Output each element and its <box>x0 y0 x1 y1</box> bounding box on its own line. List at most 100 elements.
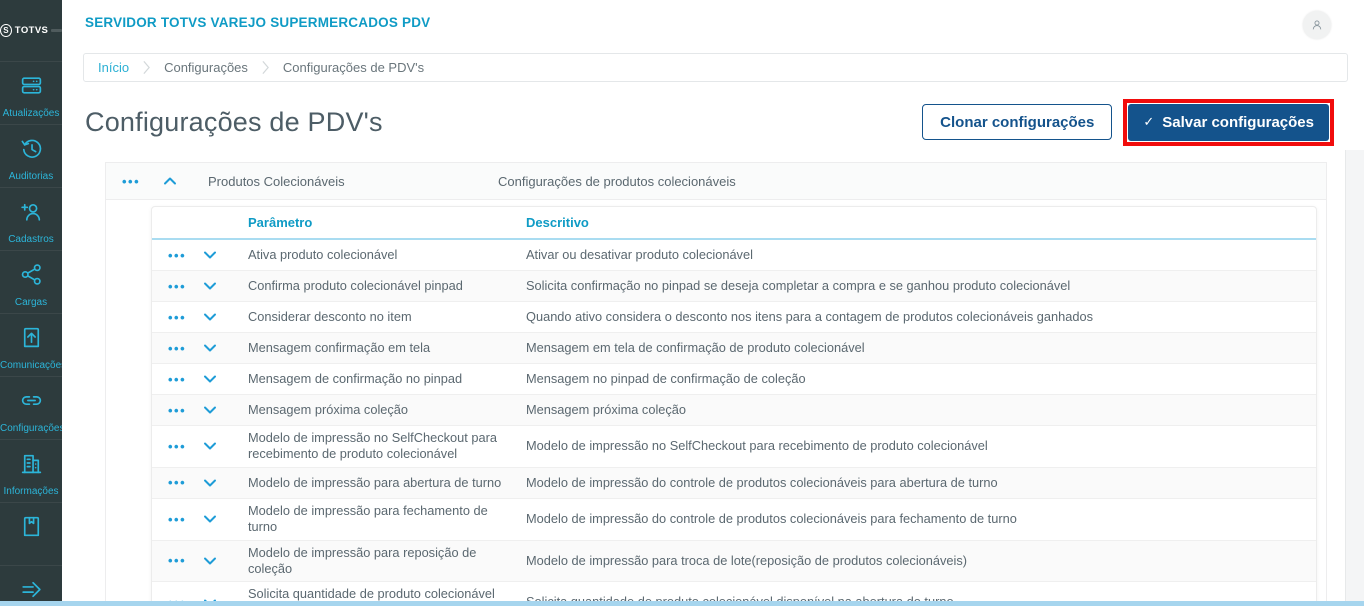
kebab-menu-icon[interactable]: ••• <box>168 553 187 569</box>
chevron-down-icon[interactable] <box>202 371 248 387</box>
chevron-down-icon[interactable] <box>202 309 248 325</box>
save-button-label: Salvar configurações <box>1162 113 1314 131</box>
top-header: SERVIDOR TOTVS VAREJO SUPERMERCADOS PDV <box>62 0 1364 45</box>
breadcrumb-item-current: Configurações de PDV's <box>282 60 425 75</box>
share-icon <box>19 262 44 292</box>
table-body: ••• Ativa produto colecionável Ativar ou… <box>152 240 1316 606</box>
parameter-name: Mensagem confirmação em tela <box>248 339 431 355</box>
person-add-icon <box>19 199 44 229</box>
configuration-group-card: ••• Produtos Colecionáveis Configurações… <box>105 162 1327 606</box>
kebab-menu-icon[interactable]: ••• <box>168 475 187 491</box>
parameter-description: Modelo de impressão do controle de produ… <box>526 474 998 490</box>
kebab-menu-icon[interactable]: ••• <box>168 438 187 454</box>
parameter-description: Solicita quantidade de produto colecioná… <box>526 594 1316 606</box>
sidebar-item-cadastros[interactable]: Cadastros <box>0 188 62 251</box>
person-icon <box>1312 20 1322 30</box>
user-avatar[interactable] <box>1303 11 1331 39</box>
kebab-menu-icon[interactable]: ••• <box>168 371 187 387</box>
annotation-highlight-box: ✓ Salvar configurações <box>1123 98 1334 146</box>
kebab-menu-icon[interactable]: ••• <box>168 247 187 263</box>
kebab-menu-icon[interactable]: ••• <box>122 173 141 189</box>
section-title: Produtos Colecionáveis <box>208 173 345 189</box>
vertical-scrollbar[interactable] <box>1345 150 1364 606</box>
table-row: ••• Considerar desconto no item Quando a… <box>152 302 1316 333</box>
save-configurations-button[interactable]: ✓ Salvar configurações <box>1128 103 1329 141</box>
clone-configurations-button[interactable]: Clonar configurações <box>922 104 1113 140</box>
bookmark-icon <box>19 514 44 544</box>
chevron-down-icon[interactable] <box>202 402 248 418</box>
column-header-descritivo: Descritivo <box>526 215 589 230</box>
sidebar-item-configuracoes[interactable]: Configurações <box>0 377 62 440</box>
chevron-down-icon[interactable] <box>202 511 248 527</box>
parameter-description: Ativar ou desativar produto colecionável <box>526 246 753 262</box>
chevron-down-icon[interactable] <box>202 475 248 491</box>
kebab-menu-icon[interactable]: ••• <box>168 402 187 418</box>
breadcrumb-item-inicio[interactable]: Início <box>98 60 130 75</box>
parameter-name: Modelo de impressão para reposição de co… <box>248 544 477 576</box>
logo-suffix-badge <box>51 29 62 32</box>
server-icon <box>19 73 44 103</box>
sidebar-item-exit[interactable] <box>0 566 62 606</box>
table-row: ••• Ativa produto colecionável Ativar ou… <box>152 240 1316 271</box>
building-icon <box>19 451 44 481</box>
parameter-name: Modelo de impressão para fechamento de t… <box>248 502 488 535</box>
parameter-name: Confirma produto colecionável pinpad <box>248 277 463 293</box>
arrow-right-icon <box>19 577 44 606</box>
table-row: ••• Modelo de impressão para abertura de… <box>152 467 1316 499</box>
breadcrumb: Início Configurações Configurações de PD… <box>83 53 1348 82</box>
parameter-name: Modelo de impressão para abertura de tur… <box>248 474 502 490</box>
parameter-description: Mensagem em tela de confirmação de produ… <box>526 339 865 355</box>
chevron-down-icon[interactable] <box>202 438 248 454</box>
kebab-menu-icon[interactable]: ••• <box>168 340 187 356</box>
chevron-right-icon <box>262 60 269 75</box>
kebab-menu-icon[interactable]: ••• <box>168 309 187 325</box>
parameter-description: Modelo de impressão para troca de lote(r… <box>526 552 968 568</box>
horizontal-scrollbar[interactable] <box>0 601 1364 606</box>
table-header-row: Parâmetro Descritivo <box>152 207 1316 240</box>
parameters-table: Parâmetro Descritivo ••• Ativa produto c… <box>151 206 1317 606</box>
sidebar-item-label: Informações <box>3 486 59 497</box>
sidebar-item-comunicacoes[interactable]: Comunicações <box>0 314 62 377</box>
totvs-logo-icon: S <box>0 24 12 37</box>
chevron-down-icon[interactable] <box>202 247 248 263</box>
chevron-right-icon <box>143 60 151 75</box>
kebab-menu-icon[interactable]: ••• <box>168 278 187 294</box>
table-row: ••• Modelo de impressão no SelfCheckout … <box>152 426 1316 468</box>
sidebar-item-cargas[interactable]: Cargas <box>0 251 62 314</box>
totvs-logo: S TOTVS <box>0 0 62 62</box>
table-row: ••• Modelo de impressão para reposição d… <box>152 540 1316 583</box>
sidebar-item-informacoes[interactable]: Informações <box>0 440 62 503</box>
check-icon: ✓ <box>1143 114 1155 129</box>
sidebar-item-atualizacoes[interactable]: Atualizações <box>0 62 62 125</box>
parameter-name: Ativa produto colecionável <box>248 246 398 262</box>
chevron-up-icon[interactable] <box>162 173 208 189</box>
column-header-parametro: Parâmetro <box>248 215 313 230</box>
parameter-name: Mensagem próxima coleção <box>248 401 409 417</box>
totvs-logo-text: TOTVS <box>14 25 49 36</box>
table-row: ••• Modelo de impressão para fechamento … <box>152 499 1316 541</box>
page-actions: Clonar configurações ✓ Salvar configuraç… <box>922 98 1334 146</box>
parameter-name: Mensagem de confirmação no pinpad <box>248 370 463 386</box>
sidebar-item-label: Cadastros <box>8 234 54 245</box>
section-row-produtos-colecionaveis: ••• Produtos Colecionáveis Configurações… <box>106 163 1326 200</box>
link-icon <box>19 388 44 418</box>
page-title: Configurações de PDV's <box>85 106 383 137</box>
parameter-name: Modelo de impressão no SelfCheckout para… <box>248 430 497 462</box>
kebab-menu-icon[interactable]: ••• <box>168 511 187 527</box>
document-upload-icon <box>19 325 44 355</box>
sidebar-item-auditorias[interactable]: Auditorias <box>0 125 62 188</box>
chevron-down-icon[interactable] <box>202 278 248 294</box>
sidebar: S TOTVS Atualizações Auditorias Cadastro… <box>0 0 62 606</box>
table-row: ••• Mensagem de confirmação no pinpad Me… <box>152 364 1316 395</box>
chevron-down-icon[interactable] <box>202 340 248 356</box>
sidebar-item-bookmark[interactable] <box>0 503 62 566</box>
breadcrumb-item-configuracoes[interactable]: Configurações <box>164 60 248 75</box>
table-row: ••• Mensagem próxima coleção Mensagem pr… <box>152 395 1316 426</box>
parameter-description: Mensagem no pinpad de confirmação de col… <box>526 370 806 386</box>
history-icon <box>19 136 44 166</box>
page-header: Configurações de PDV's Clonar configuraç… <box>62 82 1364 148</box>
sidebar-item-label: Comunicações <box>0 360 62 371</box>
section-description: Configurações de produtos colecionáveis <box>498 173 736 189</box>
content-area: ••• Produtos Colecionáveis Configurações… <box>62 162 1364 606</box>
chevron-down-icon[interactable] <box>202 553 248 569</box>
